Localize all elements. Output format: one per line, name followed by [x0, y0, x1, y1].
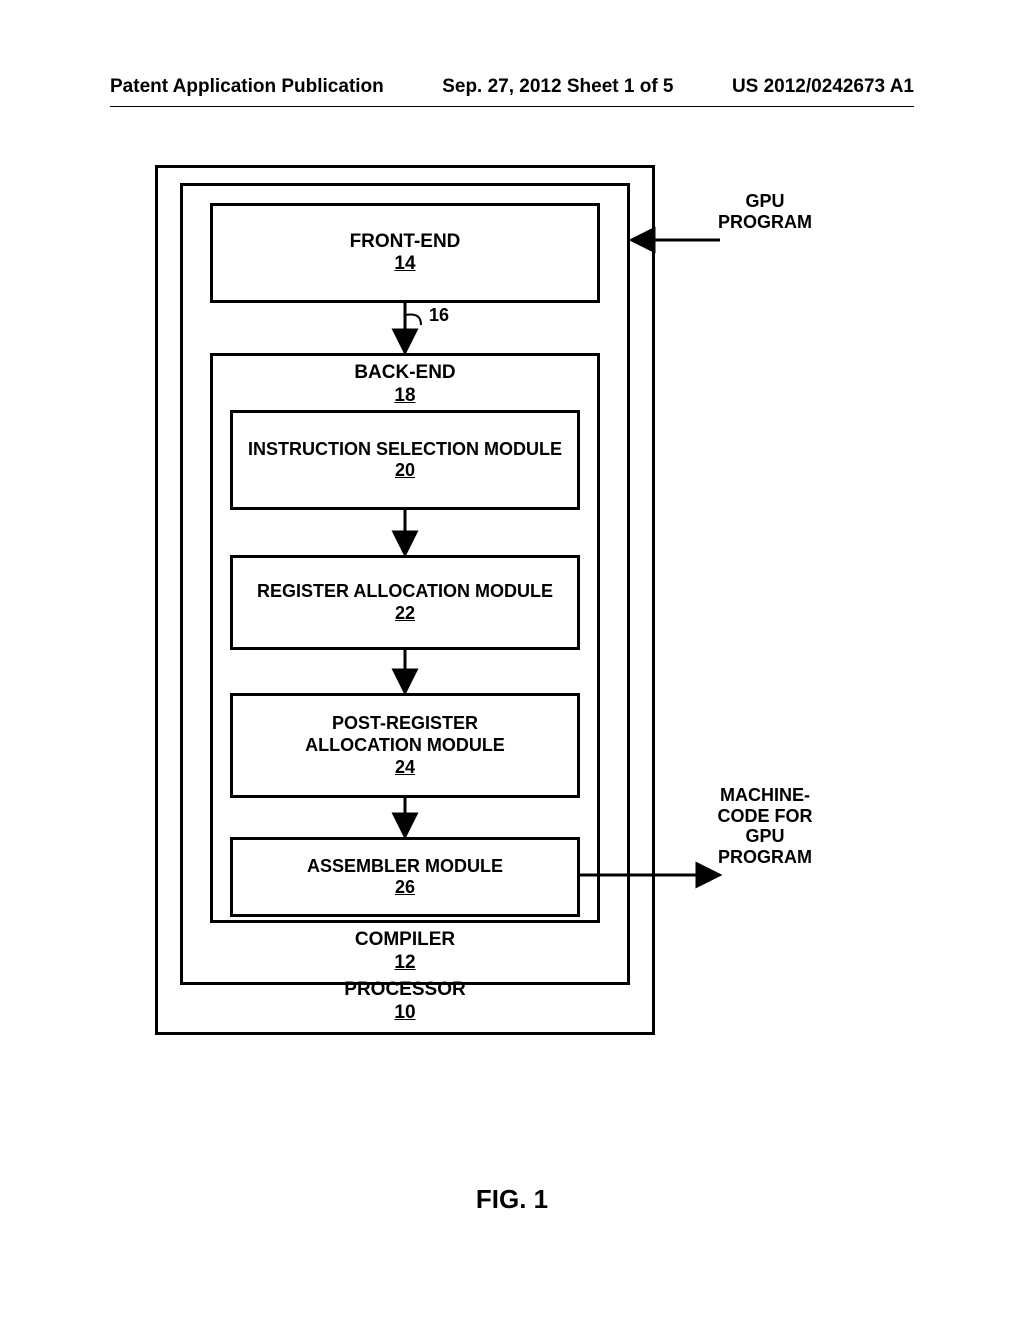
figure-caption: FIG. 1 — [0, 1184, 1024, 1215]
header-right: US 2012/0242673 A1 — [732, 76, 914, 98]
connector-16-label: 16 — [429, 305, 449, 326]
gpu-in-line2: PROGRAM — [700, 212, 830, 233]
diagram: PROCESSOR 10 COMPILER 12 FRONT-END 14 BA… — [155, 165, 875, 1115]
gpu-program-in-label: GPU PROGRAM — [700, 191, 830, 232]
mc-line4: PROGRAM — [700, 847, 830, 868]
arrows-svg — [155, 165, 875, 1115]
header-center: Sep. 27, 2012 Sheet 1 of 5 — [442, 76, 673, 98]
mc-line1: MACHINE- — [700, 785, 830, 806]
mc-line2: CODE FOR — [700, 806, 830, 827]
header-rule — [110, 106, 914, 107]
header-left: Patent Application Publication — [110, 76, 384, 98]
page: Patent Application Publication Sep. 27, … — [0, 0, 1024, 1320]
header-row: Patent Application Publication Sep. 27, … — [0, 76, 1024, 98]
mc-line3: GPU — [700, 826, 830, 847]
machine-code-out-label: MACHINE- CODE FOR GPU PROGRAM — [700, 785, 830, 868]
gpu-in-line1: GPU — [700, 191, 830, 212]
